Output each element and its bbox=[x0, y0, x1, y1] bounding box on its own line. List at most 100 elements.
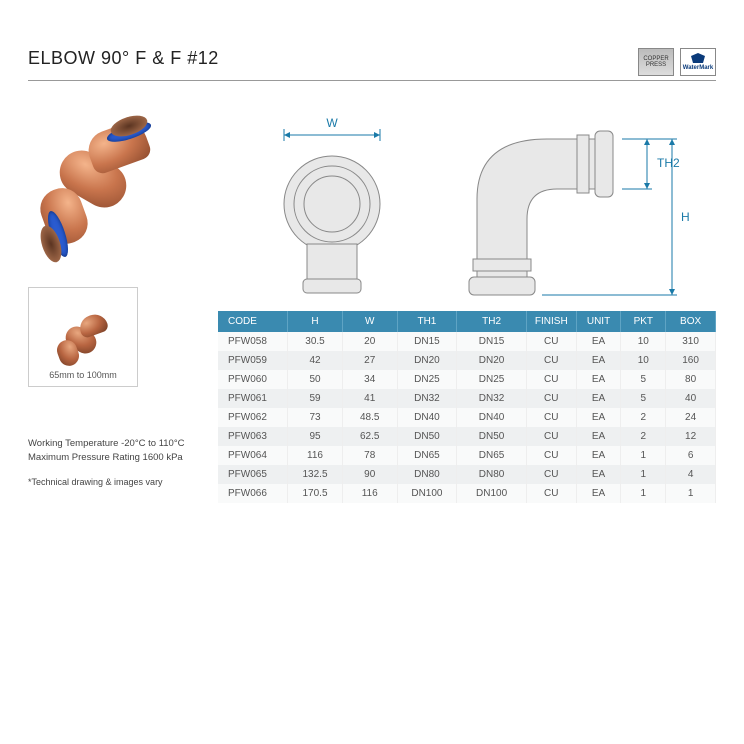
table-cell: PFW065 bbox=[218, 465, 288, 484]
header: ELBOW 90° F & F #12 COPPER PRESS WaterMa… bbox=[28, 48, 716, 81]
content: 65mm to 100mm Working Temperature -20°C … bbox=[28, 99, 716, 503]
table-cell: CU bbox=[526, 446, 576, 465]
table-cell: DN40 bbox=[457, 408, 527, 427]
table-cell: DN100 bbox=[397, 484, 457, 503]
table-row: PFW065132.590DN80DN80CUEA14 bbox=[218, 465, 716, 484]
table-cell: 132.5 bbox=[288, 465, 343, 484]
table-cell: CU bbox=[526, 351, 576, 370]
table-cell: 1 bbox=[621, 465, 666, 484]
table-cell: DN32 bbox=[397, 389, 457, 408]
table-cell: PFW059 bbox=[218, 351, 288, 370]
table-row: PFW0605034DN25DN25CUEA580 bbox=[218, 370, 716, 389]
table-row: PFW0594227DN20DN20CUEA10160 bbox=[218, 351, 716, 370]
table-cell: EA bbox=[576, 427, 621, 446]
table-cell: 62.5 bbox=[342, 427, 397, 446]
thumbnail-caption: 65mm to 100mm bbox=[49, 370, 117, 380]
right-column: W TH1 bbox=[218, 99, 716, 503]
table-cell: 170.5 bbox=[288, 484, 343, 503]
col-header: CODE bbox=[218, 311, 288, 332]
col-header: W bbox=[342, 311, 397, 332]
table-header: CODEHWTH1TH2FINISHUNITPKTBOX bbox=[218, 311, 716, 332]
table-cell: EA bbox=[576, 332, 621, 351]
thumbnail-render bbox=[53, 309, 113, 364]
table-cell: DN50 bbox=[457, 427, 527, 446]
table-cell: 30.5 bbox=[288, 332, 343, 351]
specifications: Working Temperature -20°C to 110°C Maxim… bbox=[28, 437, 198, 489]
table-row: PFW06411678DN65DN65CUEA16 bbox=[218, 446, 716, 465]
table-cell: CU bbox=[526, 332, 576, 351]
cert-badges: COPPER PRESS WaterMark bbox=[638, 48, 716, 76]
table-cell: PFW064 bbox=[218, 446, 288, 465]
table-cell: DN32 bbox=[457, 389, 527, 408]
table-cell: 41 bbox=[342, 389, 397, 408]
table-cell: 310 bbox=[666, 332, 716, 351]
table-cell: DN15 bbox=[457, 332, 527, 351]
table-cell: DN80 bbox=[457, 465, 527, 484]
spec-pressure: Maximum Pressure Rating 1600 kPa bbox=[28, 451, 198, 465]
table-cell: 1 bbox=[621, 446, 666, 465]
thumbnail-box: 65mm to 100mm bbox=[28, 287, 138, 387]
col-header: H bbox=[288, 311, 343, 332]
table-row: PFW066170.5116DN100DN100CUEA11 bbox=[218, 484, 716, 503]
table-cell: PFW061 bbox=[218, 389, 288, 408]
table-cell: DN15 bbox=[397, 332, 457, 351]
table-cell: CU bbox=[526, 408, 576, 427]
watermark-badge-icon: WaterMark bbox=[680, 48, 716, 76]
table-body: PFW05830.520DN15DN15CUEA10310PFW0594227D… bbox=[218, 332, 716, 503]
table-cell: DN50 bbox=[397, 427, 457, 446]
table-cell: PFW060 bbox=[218, 370, 288, 389]
table-cell: 1 bbox=[621, 484, 666, 503]
table-cell: PFW062 bbox=[218, 408, 288, 427]
dim-h-label: H bbox=[681, 210, 690, 224]
table-cell: EA bbox=[576, 408, 621, 427]
table-row: PFW0615941DN32DN32CUEA540 bbox=[218, 389, 716, 408]
table-cell: 6 bbox=[666, 446, 716, 465]
table-cell: 2 bbox=[621, 427, 666, 446]
table-cell: EA bbox=[576, 446, 621, 465]
table-cell: CU bbox=[526, 389, 576, 408]
table-cell: 50 bbox=[288, 370, 343, 389]
spec-temp: Working Temperature -20°C to 110°C bbox=[28, 437, 198, 451]
table-cell: 34 bbox=[342, 370, 397, 389]
table-cell: 24 bbox=[666, 408, 716, 427]
table-cell: 1 bbox=[666, 484, 716, 503]
table-cell: DN65 bbox=[397, 446, 457, 465]
table-cell: DN20 bbox=[397, 351, 457, 370]
table-row: PFW0627348.5DN40DN40CUEA224 bbox=[218, 408, 716, 427]
table-cell: DN100 bbox=[457, 484, 527, 503]
col-header: TH2 bbox=[457, 311, 527, 332]
copper-press-badge-icon: COPPER PRESS bbox=[638, 48, 674, 76]
table-cell: 4 bbox=[666, 465, 716, 484]
table-cell: 78 bbox=[342, 446, 397, 465]
table-cell: CU bbox=[526, 484, 576, 503]
spec-note: *Technical drawing & images vary bbox=[28, 476, 198, 490]
table-cell: DN20 bbox=[457, 351, 527, 370]
left-column: 65mm to 100mm Working Temperature -20°C … bbox=[28, 99, 198, 503]
table-row: PFW0639562.5DN50DN50CUEA212 bbox=[218, 427, 716, 446]
col-header: TH1 bbox=[397, 311, 457, 332]
table-cell: EA bbox=[576, 484, 621, 503]
table-cell: 20 bbox=[342, 332, 397, 351]
table-cell: 95 bbox=[288, 427, 343, 446]
table-cell: 59 bbox=[288, 389, 343, 408]
page-title: ELBOW 90° F & F #12 bbox=[28, 48, 219, 69]
table-cell: 160 bbox=[666, 351, 716, 370]
table-cell: 5 bbox=[621, 370, 666, 389]
col-header: PKT bbox=[621, 311, 666, 332]
table-cell: EA bbox=[576, 370, 621, 389]
dim-th2-label: TH2 bbox=[657, 156, 680, 170]
table-cell: 80 bbox=[666, 370, 716, 389]
table-cell: 42 bbox=[288, 351, 343, 370]
col-header: FINISH bbox=[526, 311, 576, 332]
table-cell: CU bbox=[526, 370, 576, 389]
table-cell: 12 bbox=[666, 427, 716, 446]
table-cell: 5 bbox=[621, 389, 666, 408]
col-header: BOX bbox=[666, 311, 716, 332]
table-cell: 116 bbox=[288, 446, 343, 465]
table-cell: DN80 bbox=[397, 465, 457, 484]
table-cell: PFW066 bbox=[218, 484, 288, 503]
table-cell: DN25 bbox=[457, 370, 527, 389]
spec-table: CODEHWTH1TH2FINISHUNITPKTBOX PFW05830.52… bbox=[218, 311, 716, 503]
table-cell: 10 bbox=[621, 332, 666, 351]
table-cell: 116 bbox=[342, 484, 397, 503]
